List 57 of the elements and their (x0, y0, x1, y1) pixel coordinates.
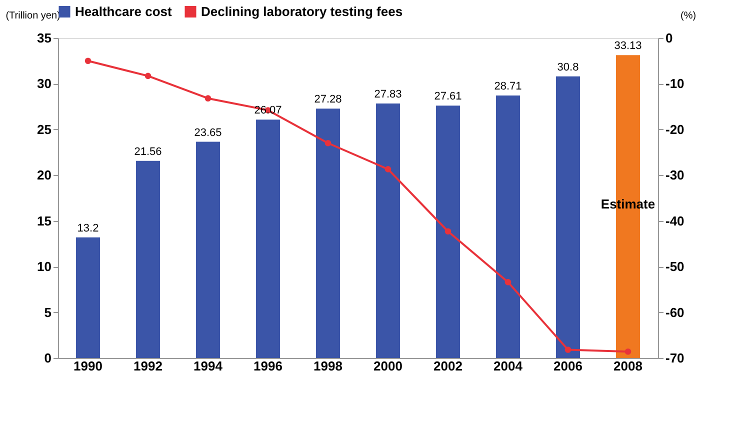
legend-label: Declining laboratory testing fees (201, 4, 403, 19)
bar (376, 104, 400, 358)
y-tick-label: 30 (37, 76, 52, 92)
bar (436, 106, 460, 358)
y2-tick-label: -20 (666, 122, 684, 137)
bar (256, 120, 280, 358)
point (624, 348, 632, 355)
y-tick-label: 0 (44, 350, 52, 366)
data-label: 27.61 (434, 90, 462, 103)
x-tick-label: 1996 (254, 358, 282, 374)
y2-tick-label: -50 (666, 259, 684, 274)
point (144, 72, 152, 80)
y-tick-label: 5 (44, 304, 52, 320)
bar (556, 76, 580, 358)
y2-tick-label: -70 (666, 350, 684, 366)
y-tick-label: 10 (37, 259, 52, 274)
data-label: 23.65 (194, 126, 222, 139)
x-tick-label: 1990 (74, 358, 102, 374)
y2-tick-label: -30 (666, 168, 684, 183)
point (384, 166, 392, 172)
data-label: 21.56 (134, 146, 162, 158)
bar (136, 160, 160, 358)
data-label: 33.13 (614, 40, 642, 52)
y2-axis-title: (%) (680, 10, 696, 22)
data-label: 27.83 (374, 88, 402, 101)
y-tick-label: 35 (37, 30, 52, 46)
bar (196, 142, 220, 358)
y2-tick-label: -10 (666, 76, 684, 92)
legend-label: Healthcare cost (75, 4, 172, 19)
data-label: 27.28 (314, 94, 342, 106)
data-label: 13.2 (77, 222, 99, 234)
x-tick-label: 2004 (494, 358, 524, 374)
y2-tick-label: 0 (666, 30, 673, 46)
y-axis-title: (Trillion yen) (6, 10, 60, 22)
point (444, 228, 452, 235)
bar (76, 237, 100, 358)
x-tick-label: 1992 (134, 358, 162, 374)
data-label: 30.8 (557, 61, 579, 74)
x-tick-label: 1998 (314, 358, 342, 374)
y2-tick-label: -60 (666, 304, 684, 320)
point (84, 58, 92, 64)
point (204, 95, 212, 102)
x-tick-label: 1994 (194, 358, 224, 374)
y-tick-label: 20 (37, 168, 52, 183)
bar (496, 96, 520, 358)
y-tick-label: 15 (37, 213, 52, 228)
point (564, 346, 572, 353)
point (504, 278, 512, 286)
x-tick-label: 2002 (434, 358, 462, 374)
x-tick-label: 2008 (614, 358, 642, 374)
bar (316, 108, 340, 358)
x-tick-label: 2006 (554, 358, 582, 374)
point (324, 140, 332, 146)
data-label: 28.71 (494, 80, 522, 93)
x-tick-label: 2000 (374, 358, 402, 374)
y-tick-label: 25 (37, 122, 52, 137)
y2-tick-label: -40 (666, 213, 684, 228)
